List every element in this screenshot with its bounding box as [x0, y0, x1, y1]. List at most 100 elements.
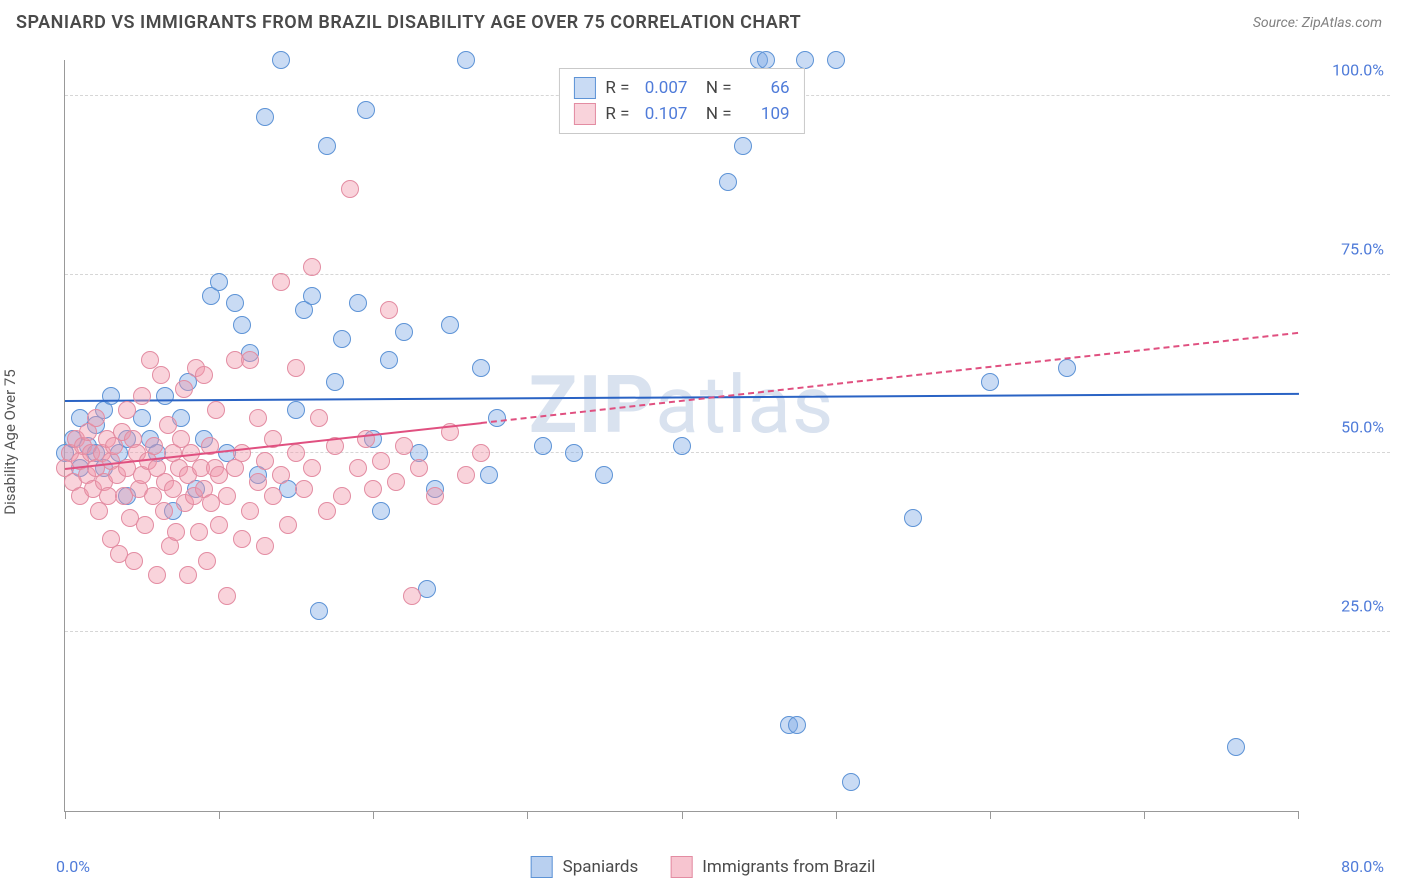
data-point	[426, 487, 444, 505]
x-tick	[836, 811, 837, 819]
data-point	[249, 473, 267, 491]
data-point	[349, 294, 367, 312]
data-point	[472, 359, 490, 377]
data-point	[287, 359, 305, 377]
data-point	[719, 173, 737, 191]
data-point	[418, 580, 436, 598]
data-point	[981, 373, 999, 391]
legend-swatch	[573, 103, 595, 125]
data-point	[118, 401, 136, 419]
data-point	[534, 437, 552, 455]
y-tick-label: 25.0%	[1341, 583, 1384, 616]
data-point	[595, 466, 613, 484]
data-point	[734, 137, 752, 155]
legend-swatch	[531, 856, 553, 878]
x-axis-max-label: 80.0%	[1341, 857, 1384, 876]
data-point	[152, 366, 170, 384]
data-point	[102, 387, 120, 405]
legend-item: Spaniards	[531, 856, 639, 878]
data-point	[179, 566, 197, 584]
data-point	[272, 51, 290, 69]
y-tick-label: 50.0%	[1341, 404, 1384, 437]
data-point	[287, 401, 305, 419]
data-point	[210, 273, 228, 291]
x-axis-min-label: 0.0%	[56, 857, 90, 876]
trend-line-extrapolated	[481, 332, 1299, 424]
data-point	[133, 387, 151, 405]
data-point	[457, 466, 475, 484]
data-point	[788, 716, 806, 734]
y-axis-label: Disability Age Over 75	[1, 369, 19, 514]
data-point	[303, 287, 321, 305]
data-point	[357, 430, 375, 448]
data-point	[318, 502, 336, 520]
data-point	[333, 487, 351, 505]
x-tick	[527, 811, 528, 819]
data-point	[380, 301, 398, 319]
x-tick	[682, 811, 683, 819]
data-point	[842, 773, 860, 791]
data-point	[441, 316, 459, 334]
data-point	[233, 530, 251, 548]
data-point	[904, 509, 922, 527]
x-tick	[1144, 811, 1145, 819]
data-point	[310, 602, 328, 620]
stat-r-value: 0.007	[639, 78, 687, 98]
data-point	[226, 294, 244, 312]
data-point	[279, 516, 297, 534]
data-point	[195, 366, 213, 384]
data-point	[310, 409, 328, 427]
data-point	[796, 51, 814, 69]
data-point	[241, 502, 259, 520]
data-point	[387, 473, 405, 491]
chart-title: SPANIARD VS IMMIGRANTS FROM BRAZIL DISAB…	[16, 12, 801, 33]
plot-area: ZIPatlas R =0.007 N =66R =0.107 N =109 2…	[64, 60, 1298, 812]
data-point	[1227, 738, 1245, 756]
data-point	[333, 330, 351, 348]
data-point	[488, 409, 506, 427]
data-point	[148, 566, 166, 584]
data-point	[364, 480, 382, 498]
data-point	[241, 351, 259, 369]
data-point	[272, 273, 290, 291]
stats-row: R =0.007 N =66	[573, 75, 789, 101]
stat-n-label: N =	[697, 104, 731, 124]
data-point	[303, 459, 321, 477]
data-point	[210, 516, 228, 534]
stat-n-label: N =	[697, 78, 731, 98]
stat-r-label: R =	[605, 78, 629, 98]
data-point	[565, 444, 583, 462]
data-point	[472, 444, 490, 462]
data-point	[480, 466, 498, 484]
data-point	[87, 409, 105, 427]
data-point	[136, 516, 154, 534]
data-point	[198, 552, 216, 570]
data-point	[287, 444, 305, 462]
legend-swatch	[573, 77, 595, 99]
data-point	[757, 51, 775, 69]
y-tick-label: 75.0%	[1341, 225, 1384, 258]
stat-r-value: 0.107	[639, 104, 687, 124]
data-point	[673, 437, 691, 455]
x-tick	[990, 811, 991, 819]
data-point	[395, 323, 413, 341]
data-point	[256, 537, 274, 555]
data-point	[341, 180, 359, 198]
data-point	[125, 552, 143, 570]
data-point	[133, 409, 151, 427]
data-point	[410, 459, 428, 477]
data-point	[403, 587, 421, 605]
source-label: Source: ZipAtlas.com	[1253, 15, 1382, 31]
data-point	[156, 387, 174, 405]
grid-line	[65, 274, 1390, 275]
data-point	[1058, 359, 1076, 377]
data-point	[190, 523, 208, 541]
stat-n-value: 109	[742, 104, 790, 124]
data-point	[233, 316, 251, 334]
data-point	[264, 487, 282, 505]
data-point	[295, 480, 313, 498]
data-point	[349, 459, 367, 477]
data-point	[372, 452, 390, 470]
data-point	[218, 587, 236, 605]
x-tick	[219, 811, 220, 819]
